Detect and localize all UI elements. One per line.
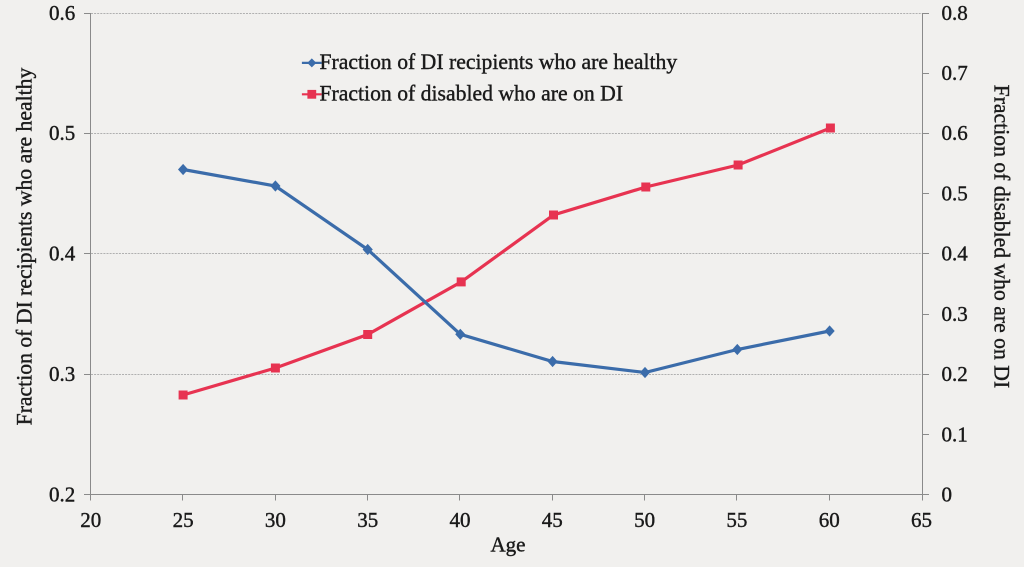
svg-text:Fraction of disabled who are o: Fraction of disabled who are on DI xyxy=(320,81,624,105)
svg-text:0.3: 0.3 xyxy=(49,362,75,386)
svg-text:45: 45 xyxy=(542,508,563,532)
svg-text:0.2: 0.2 xyxy=(942,362,968,386)
svg-text:0.7: 0.7 xyxy=(942,61,968,85)
svg-text:60: 60 xyxy=(819,508,840,532)
svg-text:0.6: 0.6 xyxy=(942,121,968,145)
svg-text:0.4: 0.4 xyxy=(49,242,76,266)
svg-text:0.2: 0.2 xyxy=(49,483,75,507)
svg-text:65: 65 xyxy=(911,508,932,532)
svg-text:20: 20 xyxy=(80,508,101,532)
svg-text:25: 25 xyxy=(173,508,194,532)
svg-text:40: 40 xyxy=(450,508,471,532)
svg-text:Fraction of DI recipients who: Fraction of DI recipients who are health… xyxy=(320,50,678,74)
svg-text:35: 35 xyxy=(357,508,378,532)
svg-text:Age: Age xyxy=(491,533,526,557)
svg-text:0.5: 0.5 xyxy=(942,181,968,205)
svg-text:50: 50 xyxy=(634,508,655,532)
svg-text:0.6: 0.6 xyxy=(49,1,75,25)
svg-text:0.8: 0.8 xyxy=(942,1,968,25)
svg-text:0: 0 xyxy=(942,483,953,507)
svg-text:30: 30 xyxy=(265,508,286,532)
svg-text:Fraction of disabled who are o: Fraction of disabled who are on DI xyxy=(990,85,1014,389)
svg-text:0.4: 0.4 xyxy=(942,242,969,266)
svg-text:0.5: 0.5 xyxy=(49,121,75,145)
svg-text:0.3: 0.3 xyxy=(942,302,968,326)
svg-text:55: 55 xyxy=(726,508,747,532)
svg-text:0.1: 0.1 xyxy=(942,422,968,446)
svg-text:Fraction of DI recipients who: Fraction of DI recipients who are health… xyxy=(13,67,37,425)
